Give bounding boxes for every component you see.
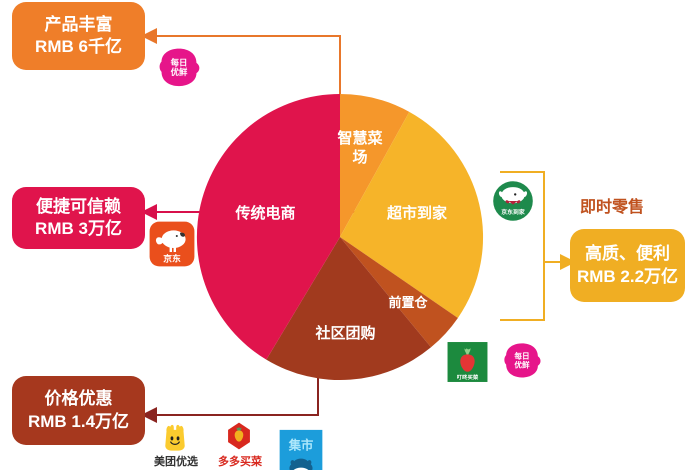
svg-text:每日: 每日 — [171, 57, 188, 67]
svg-text:京东: 京东 — [163, 253, 181, 264]
svg-text:优鲜: 优鲜 — [171, 67, 188, 77]
svg-text:集市: 集市 — [288, 438, 314, 453]
svg-text:优鲜: 优鲜 — [514, 359, 530, 369]
svg-text:每日: 每日 — [514, 351, 529, 361]
